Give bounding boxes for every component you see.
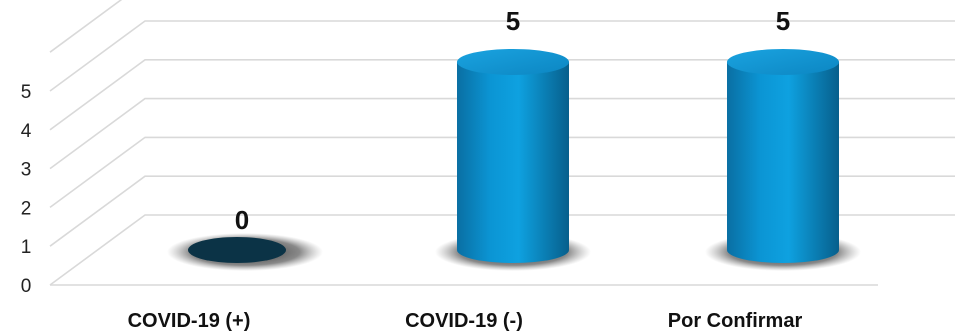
- y-tick-label: 2: [21, 198, 32, 219]
- y-tick-label: 0: [21, 276, 32, 297]
- y-tick-label: 3: [21, 160, 32, 181]
- gridlines: [49, 0, 955, 286]
- category-labels: COVID-19 (+) COVID-19 (-) Por Confirmar: [128, 310, 803, 332]
- bar-body: [457, 62, 569, 263]
- gridline-5: [49, 20, 955, 92]
- data-label: 0: [235, 205, 249, 235]
- gridline-2: [49, 136, 955, 209]
- bar-1: [435, 49, 591, 271]
- gridline-0: [49, 214, 955, 286]
- category-label: Por Confirmar: [668, 310, 803, 332]
- data-label: 5: [776, 6, 790, 36]
- gridline-6: [49, 0, 123, 53]
- category-label: COVID-19 (+): [128, 310, 251, 332]
- gridline-3: [49, 97, 955, 170]
- data-label: 5: [506, 6, 520, 36]
- y-tick-label: 1: [21, 237, 32, 258]
- category-label: COVID-19 (-): [405, 310, 523, 332]
- gridline-1: [49, 175, 955, 247]
- bar-0: [167, 233, 323, 271]
- bar-zero-disc: [188, 237, 286, 263]
- bar-2: [705, 49, 861, 271]
- y-tick-label: 4: [21, 121, 32, 142]
- bar-top: [457, 49, 569, 75]
- bars: [167, 49, 861, 271]
- y-axis-ticks: 0 1 2 3 4 5: [21, 82, 32, 297]
- data-labels: 0 5 5: [235, 6, 790, 235]
- bar-top: [727, 49, 839, 75]
- bar-body: [727, 62, 839, 263]
- gridline-4: [49, 58, 955, 131]
- y-tick-label: 5: [21, 82, 32, 103]
